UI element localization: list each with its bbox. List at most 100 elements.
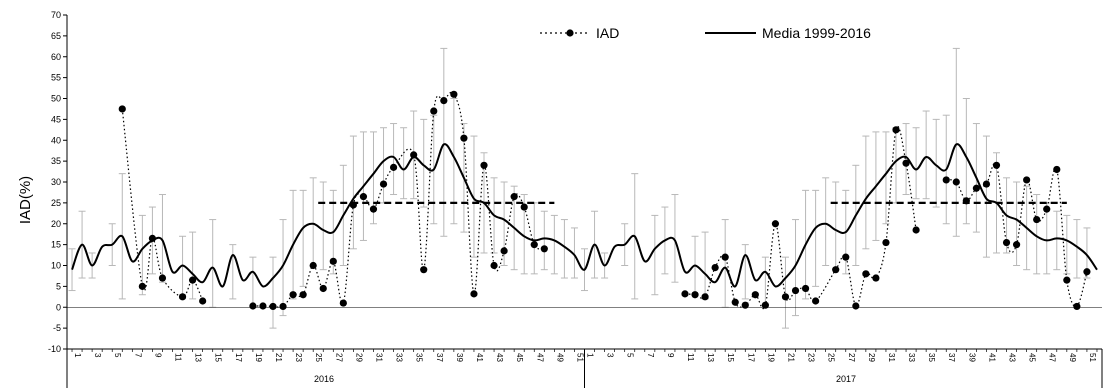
y-tick-label: 5	[56, 281, 61, 291]
y-tick-label: 60	[51, 52, 61, 62]
error-bar	[822, 177, 830, 266]
error-bar	[1033, 194, 1041, 275]
x-tick-label: 1	[586, 353, 595, 358]
x-tick-label: 35	[927, 353, 936, 362]
iad-point	[741, 301, 749, 309]
iad-layer	[118, 90, 1091, 311]
x-tick-label: 3	[93, 353, 102, 358]
y-tick-label: 70	[51, 10, 61, 20]
y-tick-label: 35	[51, 156, 61, 166]
x-tick-label: 29	[867, 353, 876, 362]
iad-point	[982, 180, 991, 188]
error-bar	[540, 210, 548, 271]
x-tick-label: 37	[435, 353, 444, 362]
error-bar	[761, 256, 769, 308]
series-media-line	[71, 143, 1098, 288]
y-tick-label: 40	[51, 135, 61, 145]
error-bar	[380, 127, 388, 204]
iad-point	[118, 105, 126, 113]
iad-point	[852, 302, 860, 310]
x-tick-label: 27	[847, 353, 856, 362]
y-tick-label: 25	[51, 198, 61, 208]
x-tick-label: 19	[254, 353, 263, 362]
x-tick-label: 43	[495, 353, 504, 362]
iad-point	[510, 193, 518, 201]
x-tick-label: 9	[666, 353, 675, 358]
iad-point	[731, 298, 739, 306]
error-bar	[550, 214, 558, 275]
year-label-2017: 2017	[836, 374, 856, 384]
iad-point	[138, 282, 146, 290]
x-tick-label: 5	[113, 353, 122, 358]
iad-point	[369, 205, 378, 213]
iad-point	[862, 270, 870, 278]
x-tick-label: 5	[626, 353, 635, 358]
iad-point	[450, 90, 458, 98]
iad-point	[480, 161, 488, 169]
iad-point	[460, 134, 468, 142]
iad-point	[249, 302, 257, 310]
x-tick-label: 23	[294, 353, 303, 362]
error-bar	[902, 123, 910, 196]
x-tick-label: 37	[947, 353, 956, 362]
error-bar	[912, 127, 920, 200]
iad-point	[420, 266, 428, 274]
legend-iad-marker	[566, 29, 574, 37]
error-bar	[862, 135, 870, 250]
x-tick-label: 3	[606, 353, 615, 358]
legend: IAD Media 1999-2016	[540, 25, 871, 41]
iad-point	[691, 291, 699, 299]
iad-point	[842, 253, 850, 261]
iad-point	[349, 201, 357, 209]
iad-point	[711, 263, 719, 272]
x-tick-label: 9	[153, 353, 162, 358]
error-bar	[420, 118, 428, 208]
y-axis-label: IAD(%)	[17, 176, 34, 224]
x-tick-label: 45	[515, 353, 524, 362]
iad-point	[440, 96, 448, 105]
iad-point	[882, 238, 890, 247]
x-tick-label: 15	[214, 353, 223, 362]
iad-point	[279, 302, 287, 311]
iad-point	[1053, 165, 1061, 174]
error-bar	[792, 219, 800, 317]
iad-point	[972, 184, 980, 192]
x-tick-label: 19	[766, 353, 775, 362]
iad-point	[791, 286, 800, 295]
iad-point	[1043, 205, 1051, 213]
x-tick-label: 43	[1008, 353, 1017, 362]
x-tick-label: 17	[746, 353, 755, 362]
y-tick-label: 30	[51, 177, 61, 187]
iad-point	[942, 176, 950, 184]
x-tick-label: 1	[73, 353, 82, 358]
x-tick-label: 51	[1088, 353, 1097, 362]
x-tick-label: 31	[374, 353, 383, 362]
error-bar	[440, 47, 448, 237]
y-tick-label: 0	[56, 302, 61, 312]
x-tick-label: 7	[133, 353, 142, 358]
iad-point	[912, 226, 920, 234]
y-tick-label: -5	[53, 323, 61, 333]
iad-point	[269, 302, 277, 311]
series-iad-line-2016	[252, 91, 545, 308]
iad-point	[872, 274, 880, 282]
x-tick-label: 15	[726, 353, 735, 362]
iad-point	[520, 203, 528, 211]
x-tick-label: 29	[354, 353, 363, 362]
x-tick-label: 33	[907, 353, 916, 362]
iad-point	[430, 107, 438, 115]
iad-point	[189, 276, 197, 284]
error-bar	[741, 244, 749, 300]
iad-point	[490, 261, 498, 270]
x-tick-label: 21	[274, 353, 283, 362]
iad-point	[199, 297, 207, 305]
iad-point	[992, 161, 1001, 169]
x-tick-label: 23	[807, 353, 816, 362]
iad-point	[359, 193, 368, 201]
error-bar	[269, 256, 277, 329]
x-tick-label: 49	[1068, 353, 1077, 362]
x-tick-label: 25	[827, 353, 836, 362]
iad-point	[389, 163, 398, 171]
error-bar	[229, 244, 237, 300]
x-tick-label: 11	[174, 353, 183, 362]
